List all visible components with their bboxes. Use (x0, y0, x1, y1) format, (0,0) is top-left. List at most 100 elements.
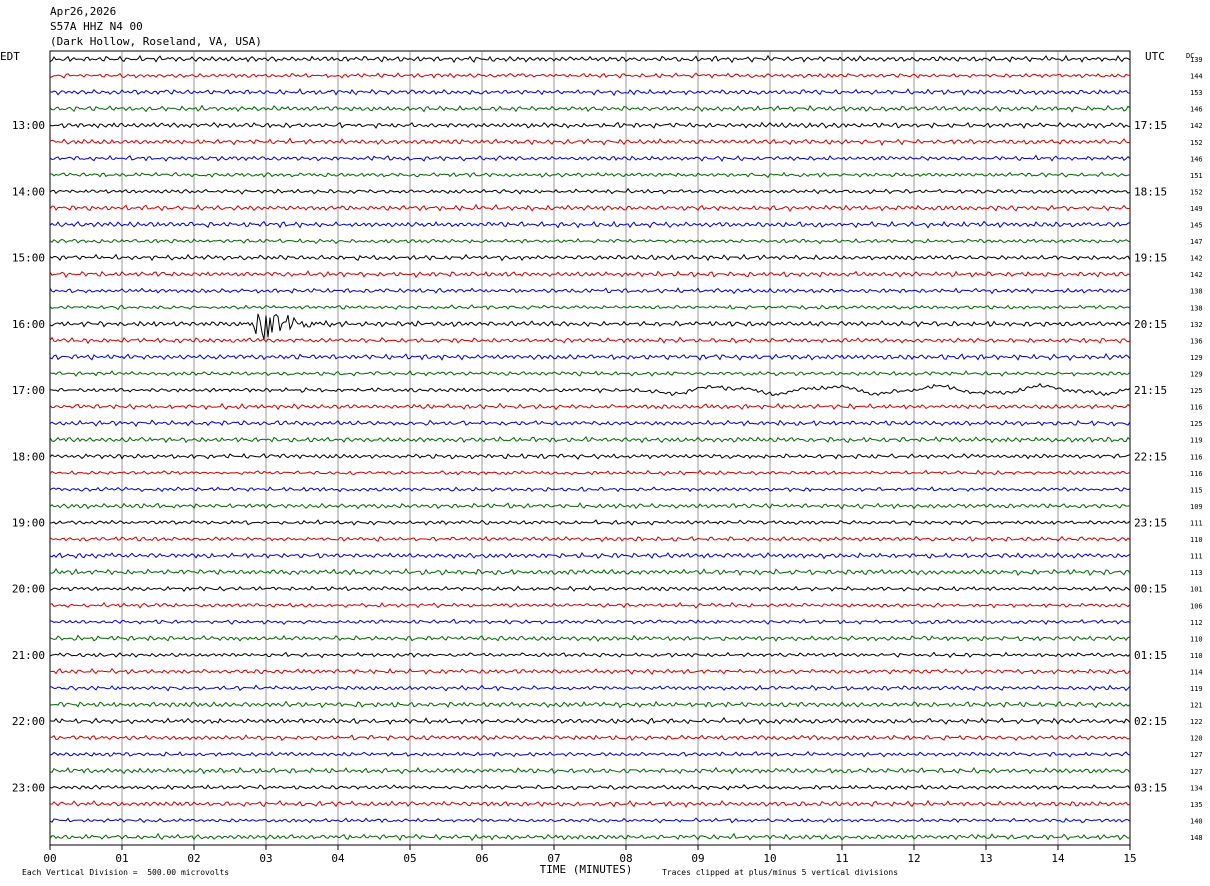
trace-line (49, 54, 1131, 64)
trace-line (50, 382, 1131, 397)
trace-line (49, 370, 1131, 377)
dc-offset-label: 136 (1190, 337, 1203, 345)
dc-offset-label: 127 (1190, 768, 1203, 776)
trace-line (49, 535, 1131, 543)
trace-line (49, 700, 1131, 709)
trace-line (49, 253, 1131, 262)
dc-offset-label: 144 (1190, 73, 1203, 81)
utc-hour-label: 01:15 (1134, 649, 1167, 662)
x-tick-label: 05 (403, 852, 416, 865)
edt-hour-label: 16:00 (12, 318, 45, 331)
x-tick-label: 08 (619, 852, 632, 865)
trace-line (49, 585, 1131, 592)
trace-line (49, 601, 1131, 609)
dc-offset-label: 129 (1190, 371, 1203, 379)
trace-line (49, 419, 1131, 428)
trace-line (49, 716, 1131, 726)
scale-note: Each Vertical Division = 500.00 microvol… (22, 868, 230, 877)
dc-offset-label: 148 (1190, 834, 1203, 842)
trace-line (49, 137, 1131, 146)
x-tick-label: 13 (979, 852, 992, 865)
dc-axis-label: DC (1186, 52, 1194, 60)
dc-offset-label: 114 (1190, 668, 1203, 676)
trace-line (49, 784, 1131, 791)
trace-line (49, 667, 1131, 675)
trace-line (49, 817, 1131, 824)
trace-line (49, 452, 1131, 460)
x-tick-label: 07 (547, 852, 560, 865)
trace-line (49, 402, 1131, 411)
trace-line (49, 220, 1131, 229)
x-tick-label: 02 (187, 852, 200, 865)
dc-offset-label: 135 (1190, 801, 1203, 809)
trace-line (49, 766, 1131, 775)
trace-line (49, 171, 1131, 179)
edt-hour-label: 14:00 (12, 185, 45, 198)
x-tick-label: 11 (835, 852, 848, 865)
utc-hour-label: 22:15 (1134, 450, 1167, 463)
dc-offset-label: 116 (1190, 404, 1203, 412)
trace-line (49, 287, 1131, 295)
x-tick-label: 12 (907, 852, 920, 865)
trace-line (49, 88, 1131, 97)
dc-offset-label: 153 (1190, 89, 1203, 97)
dc-offset-label: 151 (1190, 172, 1203, 180)
dc-offset-label: 120 (1190, 735, 1203, 743)
dc-offset-label: 134 (1190, 784, 1203, 792)
trace-line (49, 734, 1131, 742)
dc-offset-label: 142 (1190, 255, 1203, 263)
trace-line (49, 568, 1131, 577)
utc-hour-label: 17:15 (1134, 119, 1167, 132)
dc-offset-label: 110 (1190, 635, 1203, 643)
trace-line (49, 634, 1131, 642)
x-tick-label: 09 (691, 852, 704, 865)
edt-hour-label: 20:00 (12, 583, 45, 596)
dc-offset-label: 147 (1190, 238, 1203, 246)
station-label: S57A HHZ N4 00 (50, 20, 143, 33)
dc-offset-label: 111 (1190, 519, 1203, 527)
trace-line (49, 121, 1131, 129)
x-tick-label: 15 (1123, 852, 1136, 865)
dc-offset-label: 152 (1190, 188, 1203, 196)
dc-offset-label: 138 (1190, 304, 1203, 312)
dc-offset-label: 125 (1190, 420, 1203, 428)
clip-note: Traces clipped at plus/minus 5 vertical … (662, 868, 899, 877)
dc-offset-label: 127 (1190, 751, 1203, 759)
trace-line (49, 270, 1131, 279)
dc-offset-label: 113 (1190, 569, 1203, 577)
trace-line (49, 469, 1131, 476)
dc-offset-label: 110 (1190, 652, 1203, 660)
dc-offset-label: 115 (1190, 486, 1203, 494)
dc-offset-label: 139 (1190, 56, 1203, 64)
x-tick-label: 04 (331, 852, 345, 865)
dc-offset-label: 112 (1190, 619, 1203, 627)
trace-line (49, 72, 1131, 79)
edt-hour-label: 19:00 (12, 516, 45, 529)
trace-line (49, 104, 1131, 113)
x-axis-label: TIME (MINUTES) (540, 863, 633, 876)
location-label: (Dark Hollow, Roseland, VA, USA) (50, 35, 262, 48)
dc-offset-label: 152 (1190, 139, 1203, 147)
dc-offset-label: 106 (1190, 602, 1203, 610)
dc-offset-label: 146 (1190, 155, 1203, 163)
edt-hour-label: 13:00 (12, 119, 45, 132)
utc-hour-label: 23:15 (1134, 516, 1167, 529)
dc-offset-label: 111 (1190, 553, 1203, 561)
trace-line (49, 154, 1131, 162)
utc-hour-label: 02:15 (1134, 715, 1167, 728)
trace-line (49, 684, 1131, 692)
trace-line (49, 203, 1130, 213)
dc-offset-label: 142 (1190, 122, 1203, 130)
edt-hour-label: 23:00 (12, 781, 45, 794)
trace-line (49, 651, 1131, 659)
utc-hour-label: 03:15 (1134, 781, 1167, 794)
trace-line (49, 832, 1131, 842)
dc-offset-label: 122 (1190, 718, 1203, 726)
trace-line (49, 519, 1131, 526)
x-tick-label: 00 (43, 852, 56, 865)
trace-line (49, 750, 1131, 758)
trace-line (49, 799, 1131, 808)
trace-line (49, 237, 1131, 245)
dc-offset-label: 132 (1190, 321, 1203, 329)
x-tick-label: 14 (1051, 852, 1065, 865)
